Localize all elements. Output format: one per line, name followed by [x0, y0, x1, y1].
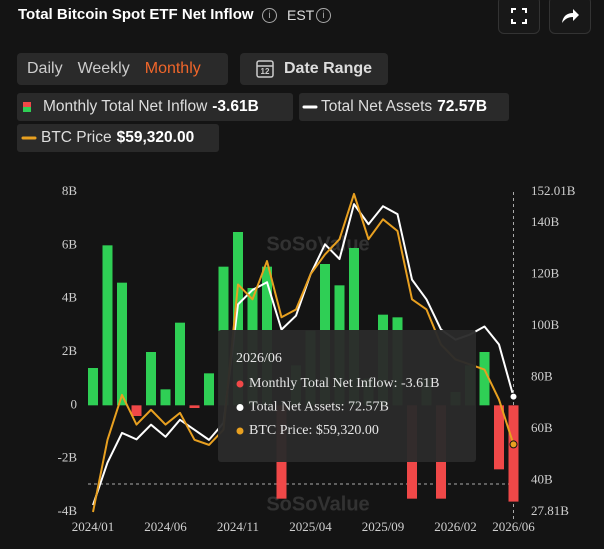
- legend-value: 72.57B: [437, 98, 488, 115]
- tooltip: 2026/06 Monthly Total Net Inflow: -3.61B T…: [218, 330, 476, 462]
- tooltip-marker: [236, 427, 244, 435]
- bar: [233, 232, 243, 406]
- legend-icon: [21, 136, 37, 140]
- share-icon: [562, 9, 579, 23]
- timezone[interactable]: EST: [287, 7, 315, 23]
- bar: [102, 245, 113, 406]
- date-range-label: Date Range: [284, 60, 373, 77]
- x-tick-label: 2025/04: [289, 519, 332, 534]
- y-tick-label: 0: [71, 396, 78, 411]
- bar: [189, 405, 200, 408]
- y2-tick-label: 120B: [531, 265, 560, 280]
- x-tick-label: 2026/02: [434, 519, 477, 534]
- svg-text:12: 12: [261, 67, 270, 76]
- y2-tick-label: 60B: [531, 420, 553, 435]
- tab[interactable]: Monthly: [144, 60, 201, 77]
- bar: [131, 405, 142, 416]
- tooltip-title: 2026/06: [236, 351, 282, 366]
- info-icon[interactable]: i: [316, 8, 331, 23]
- y2-tick-label: 140B: [531, 214, 560, 229]
- x-tick-label: 2025/09: [362, 519, 405, 534]
- y2-tick-label: 40B: [531, 472, 553, 487]
- point: [509, 440, 518, 449]
- legend-label: BTC Price: [41, 129, 112, 146]
- tooltip-row: Monthly Total Net Inflow: -3.61B: [249, 376, 439, 391]
- watermark: SoSoValue: [266, 493, 369, 515]
- chart: SoSoValueSoSoValue-4B-2B02B4B6B8B27.81B4…: [58, 183, 576, 534]
- bar: [160, 389, 171, 406]
- y2-tick-label: 100B: [531, 317, 560, 332]
- x-tick-label: 2024/01: [72, 519, 115, 534]
- legend-label: Monthly Total Net Inflow: [43, 98, 208, 115]
- bar: [494, 405, 504, 470]
- y2-tick-label: 27.81B: [531, 503, 569, 518]
- fullscreen-icon: [511, 8, 527, 24]
- bar: [88, 368, 98, 406]
- tooltip-box: [218, 330, 476, 462]
- page-title: Total Bitcoin Spot ETF Net Inflow: [18, 6, 254, 23]
- x-tick-label: 2024/06: [144, 519, 187, 534]
- point: [509, 392, 518, 401]
- tab[interactable]: Daily: [27, 60, 63, 77]
- date-range-button[interactable]: 12 Date Range: [240, 53, 388, 85]
- bar: [479, 352, 490, 406]
- y2-tick-label: 152.01B: [531, 183, 576, 198]
- bar: [349, 248, 359, 406]
- legend-value: $59,320.00: [116, 129, 195, 146]
- x-tick-label: 2026/06: [492, 519, 535, 534]
- bar: [175, 322, 185, 406]
- y-tick-label: 8B: [62, 183, 78, 198]
- interval-tabs: Daily Weekly Monthly: [17, 53, 228, 85]
- tooltip-marker: [236, 380, 244, 388]
- share-button[interactable]: [549, 0, 591, 34]
- bar: [146, 352, 156, 406]
- x-tick-label: 2024/11: [217, 519, 259, 534]
- bar: [204, 373, 214, 406]
- y-tick-label: -4B: [58, 503, 78, 518]
- legend-item[interactable]: Total Net Assets 72.57B: [299, 93, 509, 121]
- info-icon[interactable]: i: [262, 8, 277, 23]
- y-tick-label: -2B: [58, 450, 78, 465]
- legend-value: -3.61B: [212, 98, 259, 115]
- legend-item[interactable]: BTC Price $59,320.00: [17, 124, 219, 152]
- bar: [117, 282, 127, 406]
- bar: [508, 405, 519, 502]
- legend-label: Total Net Assets: [321, 98, 433, 115]
- calendar-icon: 12: [256, 60, 274, 78]
- tooltip-row: BTC Price: $59,320.00: [249, 423, 379, 438]
- legend-icon: [302, 105, 318, 109]
- tab[interactable]: Weekly: [77, 60, 130, 77]
- y-tick-label: 6B: [62, 236, 78, 251]
- fullscreen-button[interactable]: [498, 0, 540, 34]
- tooltip-row: Total Net Assets: 72.57B: [249, 400, 389, 415]
- legend-item[interactable]: Monthly Total Net Inflow -3.61B: [17, 93, 293, 121]
- y-tick-label: 2B: [62, 343, 78, 358]
- y2-tick-label: 80B: [531, 369, 553, 384]
- y-tick-label: 4B: [62, 290, 78, 305]
- tooltip-marker: [236, 404, 244, 411]
- legend-icon: [23, 102, 31, 112]
